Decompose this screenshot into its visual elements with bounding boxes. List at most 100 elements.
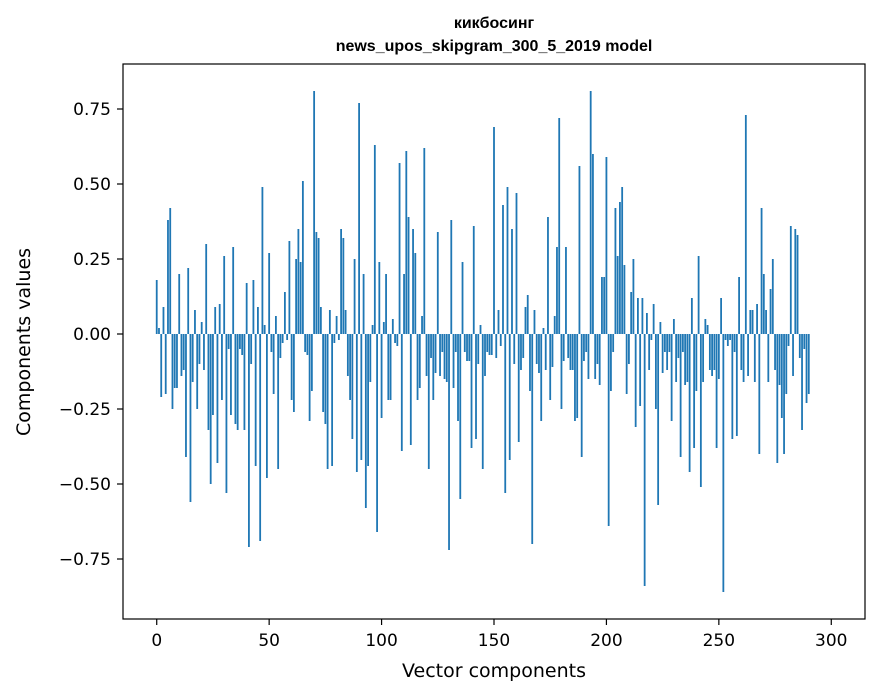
bar: [526, 295, 529, 334]
bar: [295, 259, 298, 334]
bar: [614, 208, 617, 334]
bar: [668, 334, 671, 352]
bar: [230, 334, 232, 415]
bar: [502, 205, 504, 334]
bar: [607, 334, 610, 526]
bar: [439, 334, 441, 376]
y-tick-label: −0.25: [59, 400, 111, 420]
bar: [679, 334, 682, 457]
bar: [299, 262, 302, 334]
bar: [785, 334, 788, 394]
bar: [290, 334, 293, 400]
bar: [216, 334, 219, 463]
bar: [542, 328, 545, 334]
bar: [488, 334, 491, 355]
bar: [769, 289, 772, 334]
bar: [369, 334, 372, 382]
bar: [200, 322, 203, 334]
bar: [353, 259, 356, 334]
bar: [270, 334, 273, 352]
bar: [787, 334, 790, 346]
bar: [203, 334, 205, 370]
bar: [625, 334, 628, 394]
bar: [306, 334, 309, 355]
bar: [780, 334, 783, 418]
bar: [619, 202, 621, 334]
bar: [398, 163, 401, 334]
bar: [313, 91, 316, 334]
bar: [749, 310, 752, 334]
bar: [212, 334, 214, 415]
bar: [524, 307, 527, 334]
bar: [702, 334, 705, 382]
bar: [605, 157, 608, 334]
bar: [315, 232, 318, 334]
bar: [301, 181, 304, 334]
bar: [535, 334, 538, 364]
bar: [495, 334, 498, 358]
bar: [598, 334, 601, 385]
bar: [355, 334, 358, 472]
bar: [189, 334, 192, 502]
bar: [346, 334, 349, 376]
bar: [364, 334, 367, 508]
bar: [594, 334, 597, 379]
bar: [326, 334, 329, 469]
bar: [771, 259, 774, 334]
bar: [286, 334, 289, 340]
bar: [670, 334, 673, 421]
bar: [234, 334, 237, 424]
bar: [457, 334, 459, 421]
x-tick-label: 150: [478, 631, 510, 651]
bar: [547, 217, 549, 334]
bar: [506, 187, 509, 334]
bar: [672, 319, 675, 334]
bar: [486, 334, 489, 352]
bar: [185, 334, 187, 457]
bar: [308, 334, 311, 421]
bar: [499, 334, 502, 346]
bar: [304, 334, 307, 352]
bar: [427, 334, 430, 469]
bar: [675, 334, 678, 382]
bar: [553, 316, 556, 334]
y-tick-label: 0.75: [73, 100, 111, 120]
bar: [544, 334, 547, 370]
bar: [158, 328, 160, 334]
bar: [724, 334, 727, 340]
bar: [762, 274, 765, 334]
bar: [481, 334, 484, 469]
bar: [337, 334, 340, 340]
bar: [241, 334, 244, 355]
bar: [371, 325, 374, 334]
bar: [549, 334, 552, 400]
bar: [801, 334, 803, 430]
bar: [194, 310, 196, 334]
y-tick-label: 0.00: [73, 325, 111, 345]
bar: [385, 274, 387, 334]
bar: [162, 307, 165, 334]
bar: [807, 334, 810, 394]
bar: [297, 229, 300, 334]
x-tick-label: 0: [151, 631, 162, 651]
bar: [794, 229, 797, 334]
bar: [632, 259, 635, 334]
bar: [292, 334, 295, 412]
bar: [661, 334, 664, 373]
bar: [430, 334, 432, 358]
y-tick-label: 0.50: [73, 175, 111, 195]
bar: [378, 262, 381, 334]
bar: [445, 334, 448, 382]
bar: [556, 247, 558, 334]
bar: [171, 334, 174, 409]
bar: [747, 334, 749, 376]
bar: [236, 334, 239, 430]
bar: [452, 334, 455, 388]
bar: [349, 334, 351, 400]
bar: [225, 334, 228, 493]
bar: [155, 280, 158, 334]
bar: [160, 334, 163, 397]
bar: [574, 334, 576, 421]
bar: [735, 334, 738, 436]
bar: [221, 334, 223, 400]
